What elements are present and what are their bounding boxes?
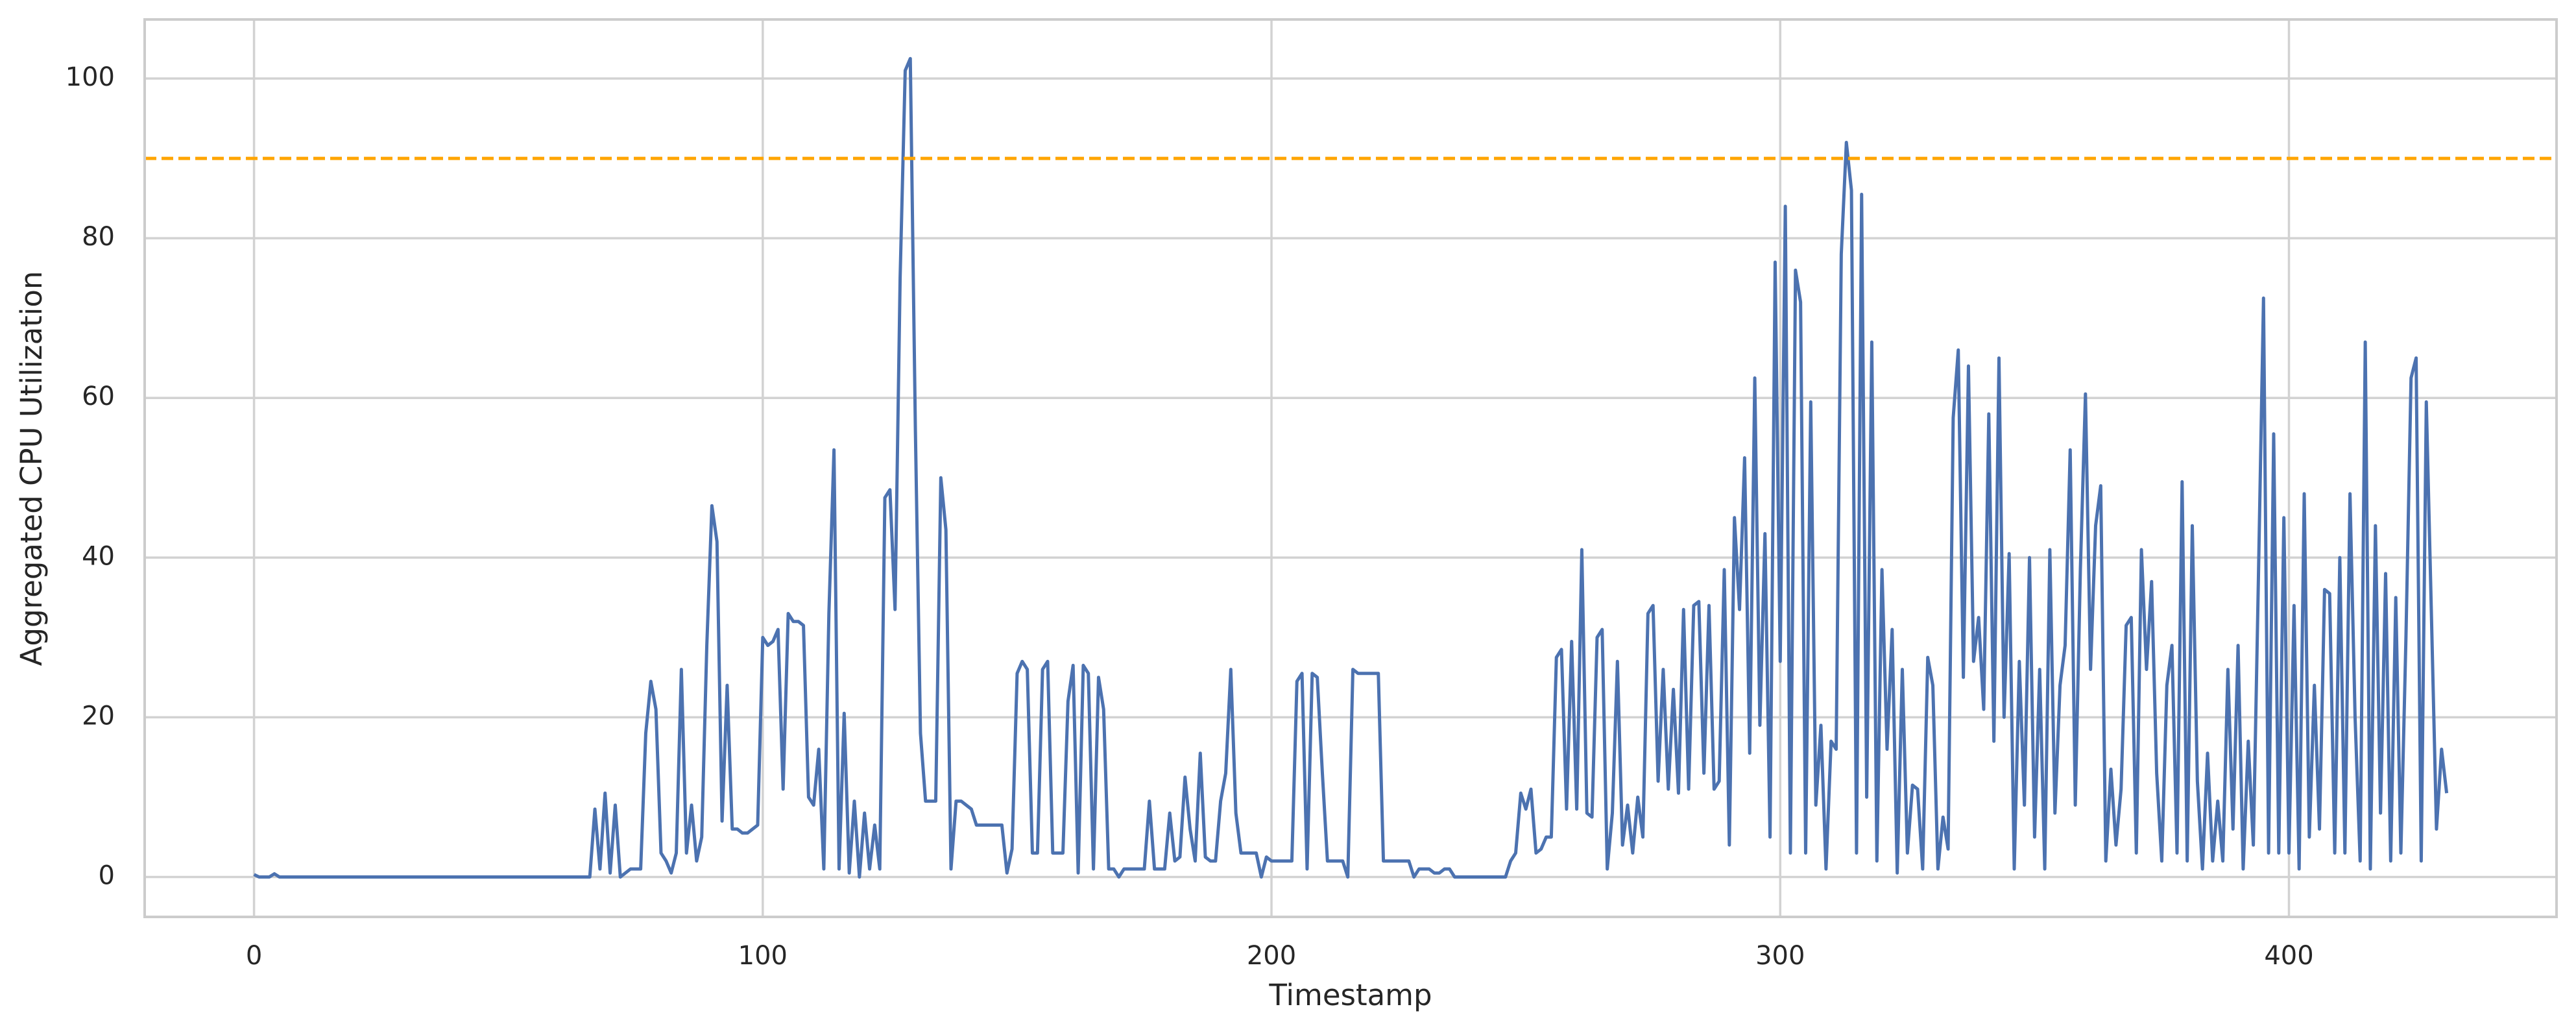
grid bbox=[145, 19, 2557, 917]
y-tick-label: 0 bbox=[99, 860, 115, 890]
x-tick-label: 300 bbox=[1755, 941, 1805, 971]
y-tick-label: 40 bbox=[82, 541, 115, 571]
y-tick-label: 100 bbox=[66, 62, 115, 92]
x-tick-label: 200 bbox=[1247, 941, 1296, 971]
plot-area bbox=[145, 56, 2557, 879]
y-axis-label: Aggregated CPU Utilization bbox=[14, 271, 49, 666]
x-axis-label: Timestamp bbox=[1268, 978, 1432, 1012]
data-line bbox=[253, 56, 2449, 879]
x-tick-label: 100 bbox=[738, 941, 788, 971]
y-tick-label: 60 bbox=[82, 382, 115, 411]
x-tick-label: 400 bbox=[2264, 941, 2313, 971]
y-tick-label: 20 bbox=[82, 701, 115, 731]
x-tick-label: 0 bbox=[246, 941, 262, 971]
y-tick-label: 80 bbox=[82, 222, 115, 252]
plot-frame bbox=[143, 18, 2558, 918]
